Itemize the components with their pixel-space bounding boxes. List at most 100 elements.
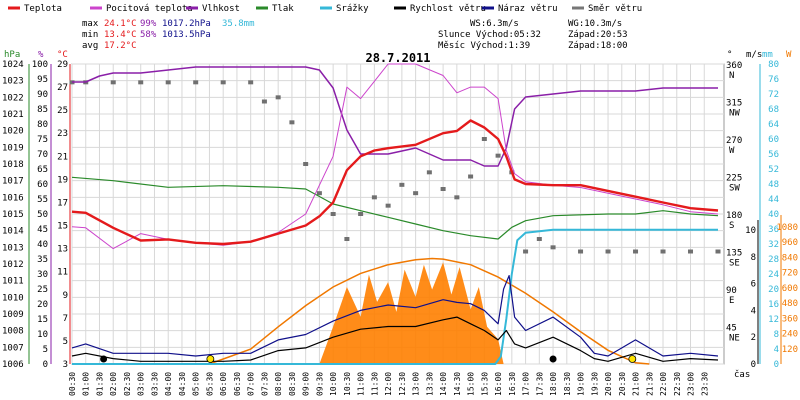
- stat-avg-temp: 17.2°C: [104, 41, 137, 51]
- wind-gust-stat: WG:10.3m/s: [568, 19, 622, 29]
- pct-tick-label: 75: [37, 135, 48, 145]
- hpa-tick-label: 1022: [2, 93, 24, 103]
- sunset-marker: [628, 355, 637, 363]
- legend-label: Směr větru: [588, 4, 642, 14]
- temp-tick-label: 25: [57, 106, 68, 116]
- wind-direction-dot: [165, 80, 171, 85]
- mm-tick-label: 8: [774, 330, 779, 340]
- pct-tick-label: 15: [37, 315, 48, 325]
- pct-tick-label: 95: [37, 75, 48, 85]
- x-tick-label: 19:30: [590, 372, 599, 396]
- x-tick-label: 00:30: [68, 372, 77, 396]
- wind-direction-dot: [550, 245, 556, 250]
- wind-direction-dot: [426, 170, 432, 175]
- temp-tick-label: 23: [57, 129, 68, 139]
- stat-max-label: max: [82, 19, 99, 29]
- x-tick-label: 14:00: [439, 372, 448, 396]
- moon-set-text: Západ:18:00: [568, 41, 628, 51]
- pct-tick-label: 100: [32, 60, 48, 70]
- dir-axis-title: °: [727, 50, 732, 60]
- x-tick-label: 17:30: [535, 372, 544, 396]
- wind-direction-dot: [344, 237, 350, 241]
- wind-direction-dot: [715, 249, 721, 254]
- stat-max-press: 1017.2hPa: [162, 19, 211, 29]
- dir-tick-name: NE: [729, 334, 740, 344]
- hpa-tick-label: 1016: [2, 193, 24, 203]
- dir-tick-name: W: [729, 146, 735, 156]
- mm-tick-label: 12: [768, 315, 779, 325]
- mm-tick-label: 64: [768, 120, 779, 130]
- w-tick-label: 1080: [776, 223, 798, 233]
- ms-axis-title: m/s: [746, 50, 762, 60]
- x-tick-label: 07:30: [260, 372, 269, 396]
- temp-tick-label: 9: [63, 291, 68, 301]
- mm-tick-label: 0: [774, 360, 779, 370]
- x-tick-label: 22:00: [659, 372, 668, 396]
- temp-tick-label: 5: [63, 337, 68, 347]
- hpa-tick-label: 1015: [2, 210, 24, 220]
- x-tick-label: 04:00: [164, 372, 173, 396]
- x-tick-label: 18:30: [563, 372, 572, 396]
- temp-axis-title: °C: [57, 50, 68, 60]
- x-tick-label: 05:30: [205, 372, 214, 396]
- legend-label: Teplota: [24, 4, 62, 14]
- w-tick-label: 720: [782, 269, 798, 279]
- temp-tick-label: 21: [57, 152, 68, 162]
- pct-tick-label: 55: [37, 195, 48, 205]
- mm-tick-label: 24: [768, 270, 779, 280]
- wind-direction-dot: [660, 249, 666, 254]
- pct-axis-title: %: [38, 50, 44, 60]
- wind-direction-dot: [481, 137, 487, 141]
- mm-tick-label: 72: [768, 90, 779, 100]
- ms-tick-label: 6: [751, 280, 756, 290]
- dir-tick-name: E: [729, 296, 734, 306]
- dir-tick-name: SW: [729, 184, 740, 194]
- hpa-tick-label: 1018: [2, 160, 24, 170]
- stat-min-temp: 13.4°C: [104, 30, 137, 40]
- wind-direction-dot: [303, 162, 309, 166]
- legend-label: Rychlost větru: [410, 4, 486, 14]
- hpa-tick-label: 1017: [2, 177, 24, 187]
- stat-max-hum: 99%: [140, 19, 157, 29]
- wind-direction-dot: [605, 249, 611, 254]
- moonset-marker: [549, 355, 557, 363]
- mm-tick-label: 52: [768, 165, 779, 175]
- wind-direction-dot: [261, 99, 267, 104]
- mm-tick-label: 80: [768, 60, 779, 70]
- hpa-tick-label: 1010: [2, 293, 24, 303]
- hpa-tick-label: 1008: [2, 327, 24, 337]
- temp-tick-label: 7: [63, 314, 68, 324]
- pct-tick-label: 85: [37, 105, 48, 115]
- wind-direction-dot: [440, 187, 446, 191]
- x-tick-label: 08:00: [274, 372, 283, 396]
- wind-direction-dot: [633, 249, 639, 254]
- x-tick-label: 11:30: [370, 372, 379, 396]
- temp-tick-label: 29: [57, 60, 68, 70]
- ms-tick-label: 0: [751, 360, 756, 370]
- x-tick-label: 03:30: [150, 372, 159, 396]
- x-tick-label: 06:00: [219, 372, 228, 396]
- wind-direction-dot: [289, 120, 295, 125]
- pct-tick-label: 5: [43, 345, 48, 355]
- dir-tick-deg: 90: [726, 286, 737, 296]
- wind-direction-dot: [275, 95, 281, 100]
- mm-tick-label: 4: [774, 345, 779, 355]
- mm-tick-label: 16: [768, 300, 779, 310]
- x-tick-label: 07:00: [247, 372, 256, 396]
- dir-tick-name: N: [729, 71, 734, 81]
- pct-tick-label: 60: [37, 180, 48, 190]
- dir-tick-deg: 135: [726, 249, 742, 259]
- x-tick-label: 12:00: [384, 372, 393, 396]
- x-tick-label: 20:00: [604, 372, 613, 396]
- ms-tick-label: 10: [745, 226, 756, 236]
- ms-tick-label: 2: [751, 333, 756, 343]
- wind-direction-dot: [578, 249, 584, 254]
- hpa-tick-label: 1009: [2, 310, 24, 320]
- x-tick-label: 18:00: [549, 372, 558, 396]
- dir-tick-name: NW: [729, 109, 740, 119]
- temp-tick-label: 11: [57, 268, 68, 278]
- wind-direction-dot: [330, 212, 336, 216]
- mm-tick-label: 44: [768, 195, 779, 205]
- x-tick-label: 20:30: [618, 372, 627, 396]
